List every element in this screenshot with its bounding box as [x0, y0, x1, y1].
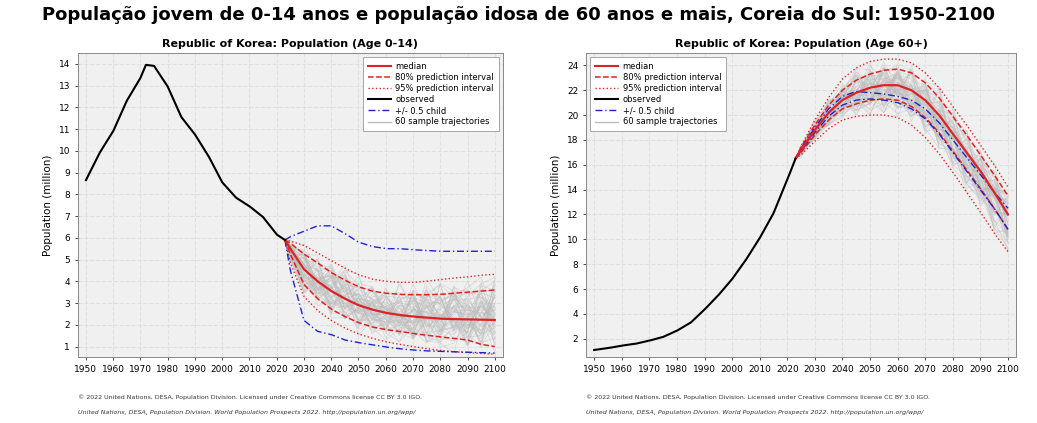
Text: United Nations, DESA, Population Division. World Population Prospects 2022. http: United Nations, DESA, Population Divisio… — [78, 410, 415, 415]
Text: © 2022 United Nations, DESA, Population Division. Licensed under Creative Common: © 2022 United Nations, DESA, Population … — [586, 394, 930, 400]
Text: United Nations, DESA, Population Division. World Population Prospects 2022. http: United Nations, DESA, Population Divisio… — [586, 410, 923, 415]
Title: Republic of Korea: Population (Age 0-14): Republic of Korea: Population (Age 0-14) — [163, 39, 418, 49]
Y-axis label: Population (million): Population (million) — [44, 154, 53, 256]
Y-axis label: Population (million): Population (million) — [552, 154, 561, 256]
Legend: median, 80% prediction interval, 95% prediction interval, observed, +/- 0.5 chil: median, 80% prediction interval, 95% pre… — [363, 57, 499, 132]
Legend: median, 80% prediction interval, 95% prediction interval, observed, +/- 0.5 chil: median, 80% prediction interval, 95% pre… — [590, 57, 726, 132]
Text: © 2022 United Nations, DESA, Population Division. Licensed under Creative Common: © 2022 United Nations, DESA, Population … — [78, 394, 422, 400]
Text: População jovem de 0-14 anos e população idosa de 60 anos e mais, Coreia do Sul:: População jovem de 0-14 anos e população… — [43, 6, 994, 25]
Title: Republic of Korea: Population (Age 60+): Republic of Korea: Population (Age 60+) — [675, 39, 927, 49]
